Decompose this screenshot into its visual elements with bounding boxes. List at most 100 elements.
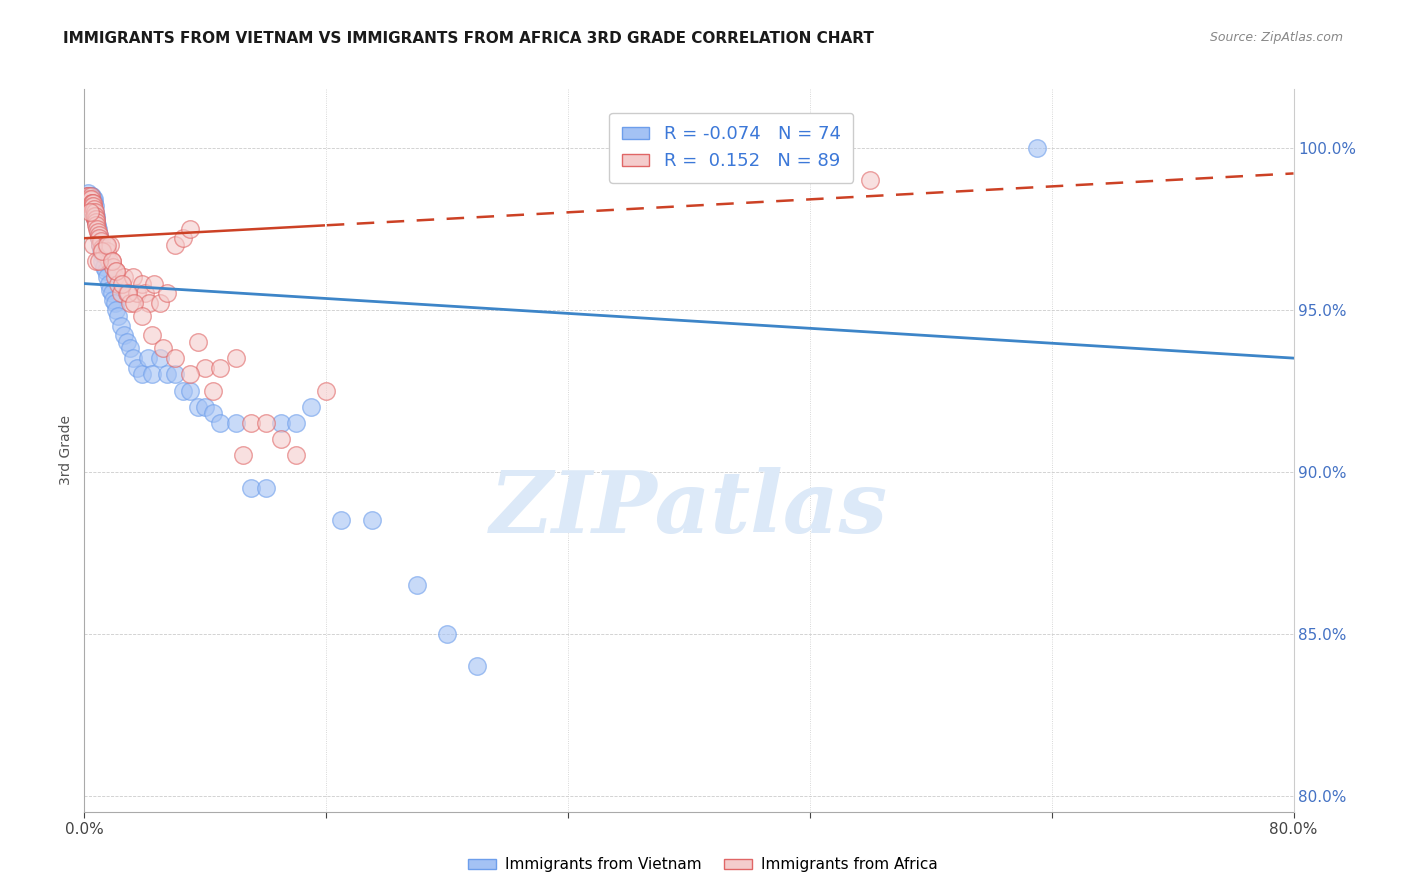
Point xyxy=(82,195,104,210)
Point xyxy=(149,351,172,365)
Point xyxy=(84,211,107,226)
Point xyxy=(84,211,107,226)
Point xyxy=(82,199,104,213)
Text: IMMIGRANTS FROM VIETNAM VS IMMIGRANTS FROM AFRICA 3RD GRADE CORRELATION CHART: IMMIGRANTS FROM VIETNAM VS IMMIGRANTS FR… xyxy=(63,31,875,46)
Point xyxy=(82,237,104,252)
Point xyxy=(131,368,153,382)
Point xyxy=(80,189,103,203)
Point xyxy=(90,244,112,259)
Point xyxy=(93,260,115,275)
Point xyxy=(76,192,98,206)
Point xyxy=(104,296,127,310)
Point xyxy=(87,221,110,235)
Point xyxy=(209,416,232,430)
Point xyxy=(1025,140,1047,154)
Point xyxy=(89,231,111,245)
Point xyxy=(136,351,159,365)
Point xyxy=(76,195,98,210)
Point xyxy=(86,219,108,233)
Point xyxy=(83,202,105,216)
Point xyxy=(100,286,122,301)
Point xyxy=(82,199,104,213)
Point xyxy=(165,351,187,365)
Point xyxy=(105,263,128,277)
Point xyxy=(254,481,277,495)
Point xyxy=(77,189,100,203)
Point xyxy=(76,192,98,206)
Point xyxy=(77,195,100,210)
Point xyxy=(285,448,308,462)
Point xyxy=(77,195,100,210)
Point xyxy=(80,189,103,203)
Point xyxy=(194,360,217,375)
Point xyxy=(179,221,201,235)
Point xyxy=(100,254,122,268)
Point xyxy=(107,277,129,291)
Point xyxy=(330,513,353,527)
Point xyxy=(84,215,107,229)
Point xyxy=(77,186,100,200)
Point xyxy=(86,219,108,233)
Text: Source: ZipAtlas.com: Source: ZipAtlas.com xyxy=(1209,31,1343,45)
Point xyxy=(80,195,103,210)
Point xyxy=(96,244,118,259)
Point xyxy=(79,192,101,206)
Point xyxy=(859,173,882,187)
Point xyxy=(187,334,209,349)
Point xyxy=(93,247,115,261)
Point xyxy=(100,254,122,268)
Point xyxy=(105,302,128,317)
Point xyxy=(142,277,165,291)
Point xyxy=(82,199,104,213)
Point xyxy=(76,192,98,206)
Point xyxy=(84,254,107,268)
Point xyxy=(87,225,110,239)
Point xyxy=(94,263,117,277)
Point xyxy=(84,209,107,223)
Point xyxy=(127,360,149,375)
Legend: R = -0.074   N = 74, R =  0.152   N = 89: R = -0.074 N = 74, R = 0.152 N = 89 xyxy=(609,112,853,183)
Point xyxy=(90,247,112,261)
Point xyxy=(77,189,100,203)
Point xyxy=(165,237,187,252)
Point xyxy=(89,254,111,268)
Point xyxy=(112,328,135,343)
Point xyxy=(107,309,129,323)
Point xyxy=(112,270,135,285)
Point xyxy=(115,286,138,301)
Point xyxy=(87,227,110,242)
Point xyxy=(77,192,100,206)
Point xyxy=(118,296,141,310)
Point xyxy=(360,513,382,527)
Point xyxy=(82,189,104,203)
Point xyxy=(82,205,104,219)
Point xyxy=(84,211,107,226)
Point xyxy=(76,189,98,203)
Point xyxy=(270,416,292,430)
Point xyxy=(110,286,132,301)
Point xyxy=(79,205,101,219)
Point xyxy=(232,448,254,462)
Point xyxy=(84,215,107,229)
Point xyxy=(82,192,104,206)
Point xyxy=(80,195,103,210)
Point xyxy=(75,195,97,210)
Point xyxy=(270,432,292,446)
Point xyxy=(141,328,163,343)
Point xyxy=(172,231,194,245)
Point xyxy=(82,195,104,210)
Point xyxy=(83,209,105,223)
Point xyxy=(436,626,458,640)
Point xyxy=(134,286,156,301)
Point xyxy=(86,211,108,226)
Point xyxy=(225,416,247,430)
Point xyxy=(98,283,121,297)
Point xyxy=(187,400,209,414)
Point xyxy=(115,334,138,349)
Point xyxy=(201,406,224,420)
Point xyxy=(254,416,277,430)
Point xyxy=(201,384,224,398)
Point xyxy=(122,296,145,310)
Legend: Immigrants from Vietnam, Immigrants from Africa: Immigrants from Vietnam, Immigrants from… xyxy=(461,849,945,880)
Point xyxy=(105,263,128,277)
